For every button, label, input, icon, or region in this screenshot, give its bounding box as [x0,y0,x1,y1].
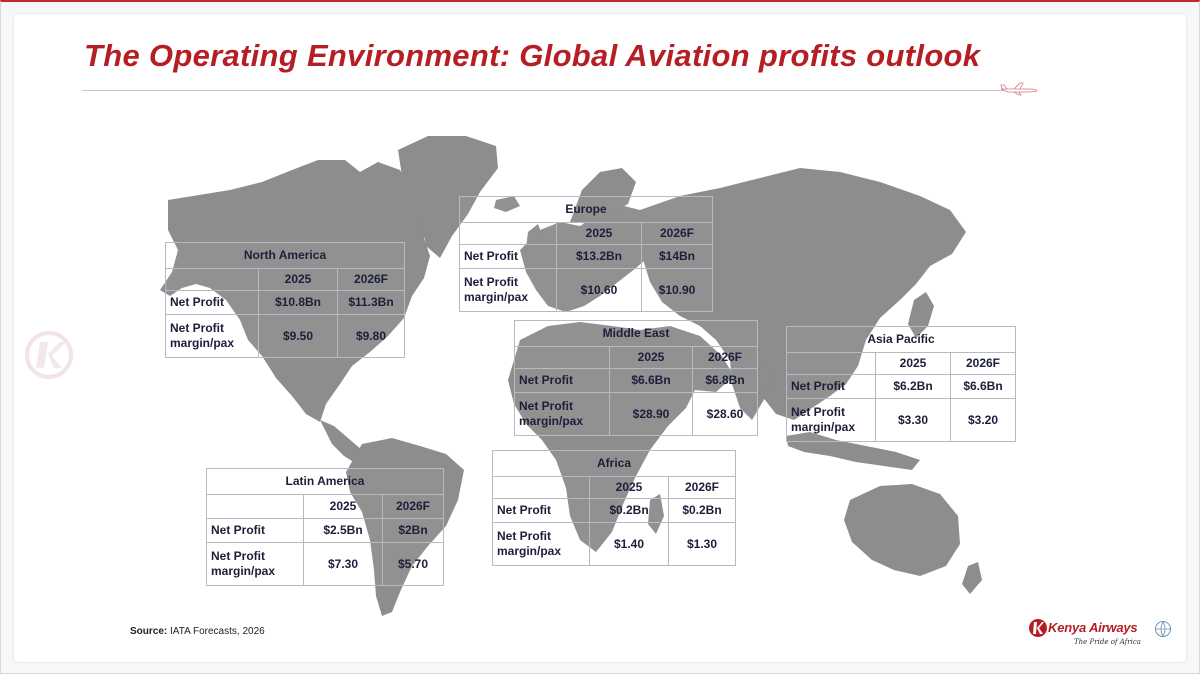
africa-margin-2025: $1.40 [589,522,669,566]
africa-margin-2026f: $1.30 [668,522,736,566]
north-america-margin-2025: $9.50 [258,314,338,358]
map-indonesia [786,432,920,470]
logo-tagline: The Pride of Africa [1074,638,1141,646]
asia-pacific-year-2026f: 2026F [950,352,1016,375]
map-australia [844,484,960,576]
europe-row2-label: Net Profit margin/pax [459,268,557,312]
asia-pacific-margin-2026f: $3.20 [950,398,1016,442]
africa-table: Africa 2025 2026F Net Profit $0.2Bn $0.2… [492,450,736,566]
kenya-airways-k-icon [1029,619,1047,637]
africa-net-profit-2026f: $0.2Bn [668,498,736,523]
middle-east-table: Middle East 2025 2026F Net Profit $6.6Bn… [514,320,758,436]
asia-pacific-net-profit-2025: $6.2Bn [875,374,951,399]
middle-east-net-profit-2026f: $6.8Bn [692,368,758,393]
asia-pacific-table: Asia Pacific 2025 2026F Net Profit $6.2B… [786,326,1016,442]
map-greenland [398,136,498,258]
middle-east-net-profit-2025: $6.6Bn [609,368,693,393]
north-america-net-profit-2025: $10.8Bn [258,290,338,315]
latin-america-title: Latin America [206,468,444,495]
logo-name: Kenya Airways [1048,620,1138,635]
north-america-row1-label: Net Profit [165,290,259,315]
latin-america-net-profit-2026f: $2Bn [382,518,444,543]
europe-net-profit-2026f: $14Bn [641,244,713,269]
kenya-airways-watermark-icon [25,331,73,379]
north-america-margin-2026f: $9.80 [337,314,405,358]
north-america-year-2025: 2025 [258,268,338,291]
north-america-net-profit-2026f: $11.3Bn [337,290,405,315]
middle-east-margin-2026f: $28.60 [692,392,758,436]
middle-east-row1-label: Net Profit [514,368,610,393]
europe-year-2026f: 2026F [641,222,713,245]
europe-table: Europe 2025 2026F Net Profit $13.2Bn $14… [459,196,713,312]
middle-east-margin-2025: $28.90 [609,392,693,436]
title-underline [82,90,1004,91]
asia-pacific-year-2025: 2025 [875,352,951,375]
asia-pacific-net-profit-2026f: $6.6Bn [950,374,1016,399]
latin-america-row2-label: Net Profit margin/pax [206,542,304,586]
latin-america-margin-2025: $7.30 [303,542,383,586]
europe-margin-2026f: $10.90 [641,268,713,312]
north-america-table: North America 2025 2026F Net Profit $10.… [165,242,405,358]
africa-row1-label: Net Profit [492,498,590,523]
north-america-row2-label: Net Profit margin/pax [165,314,259,358]
latin-america-row1-label: Net Profit [206,518,304,543]
latin-america-table: Latin America 2025 2026F Net Profit $2.5… [206,468,444,586]
slide-title: The Operating Environment: Global Aviati… [84,38,981,73]
europe-net-profit-2025: $13.2Bn [556,244,642,269]
europe-year-2025: 2025 [556,222,642,245]
latin-america-year-2025: 2025 [303,494,383,519]
middle-east-row2-label: Net Profit margin/pax [514,392,610,436]
map-asia [640,168,966,420]
north-america-title: North America [165,242,405,269]
asia-pacific-title: Asia Pacific [786,326,1016,353]
africa-title: Africa [492,450,736,477]
skyteam-globe-icon [1155,621,1171,637]
plane-icon [1000,82,1038,96]
europe-title: Europe [459,196,713,223]
kenya-airways-logo: Kenya Airways The Pride of Africa [1028,616,1178,652]
map-new-zealand [962,562,982,594]
europe-margin-2025: $10.60 [556,268,642,312]
africa-row2-label: Net Profit margin/pax [492,522,590,566]
middle-east-year-2025: 2025 [609,346,693,369]
source-label: Source: [130,626,168,637]
middle-east-title: Middle East [514,320,758,347]
africa-year-2025: 2025 [589,476,669,499]
asia-pacific-row2-label: Net Profit margin/pax [786,398,876,442]
asia-pacific-row1-label: Net Profit [786,374,876,399]
source-note: Source: IATA Forecasts, 2026 [130,626,265,637]
asia-pacific-margin-2025: $3.30 [875,398,951,442]
latin-america-margin-2026f: $5.70 [382,542,444,586]
latin-america-net-profit-2025: $2.5Bn [303,518,383,543]
source-text: IATA Forecasts, 2026 [167,626,265,637]
africa-year-2026f: 2026F [668,476,736,499]
middle-east-year-2026f: 2026F [692,346,758,369]
latin-america-year-2026f: 2026F [382,494,444,519]
africa-net-profit-2025: $0.2Bn [589,498,669,523]
europe-row1-label: Net Profit [459,244,557,269]
north-america-year-2026f: 2026F [337,268,405,291]
